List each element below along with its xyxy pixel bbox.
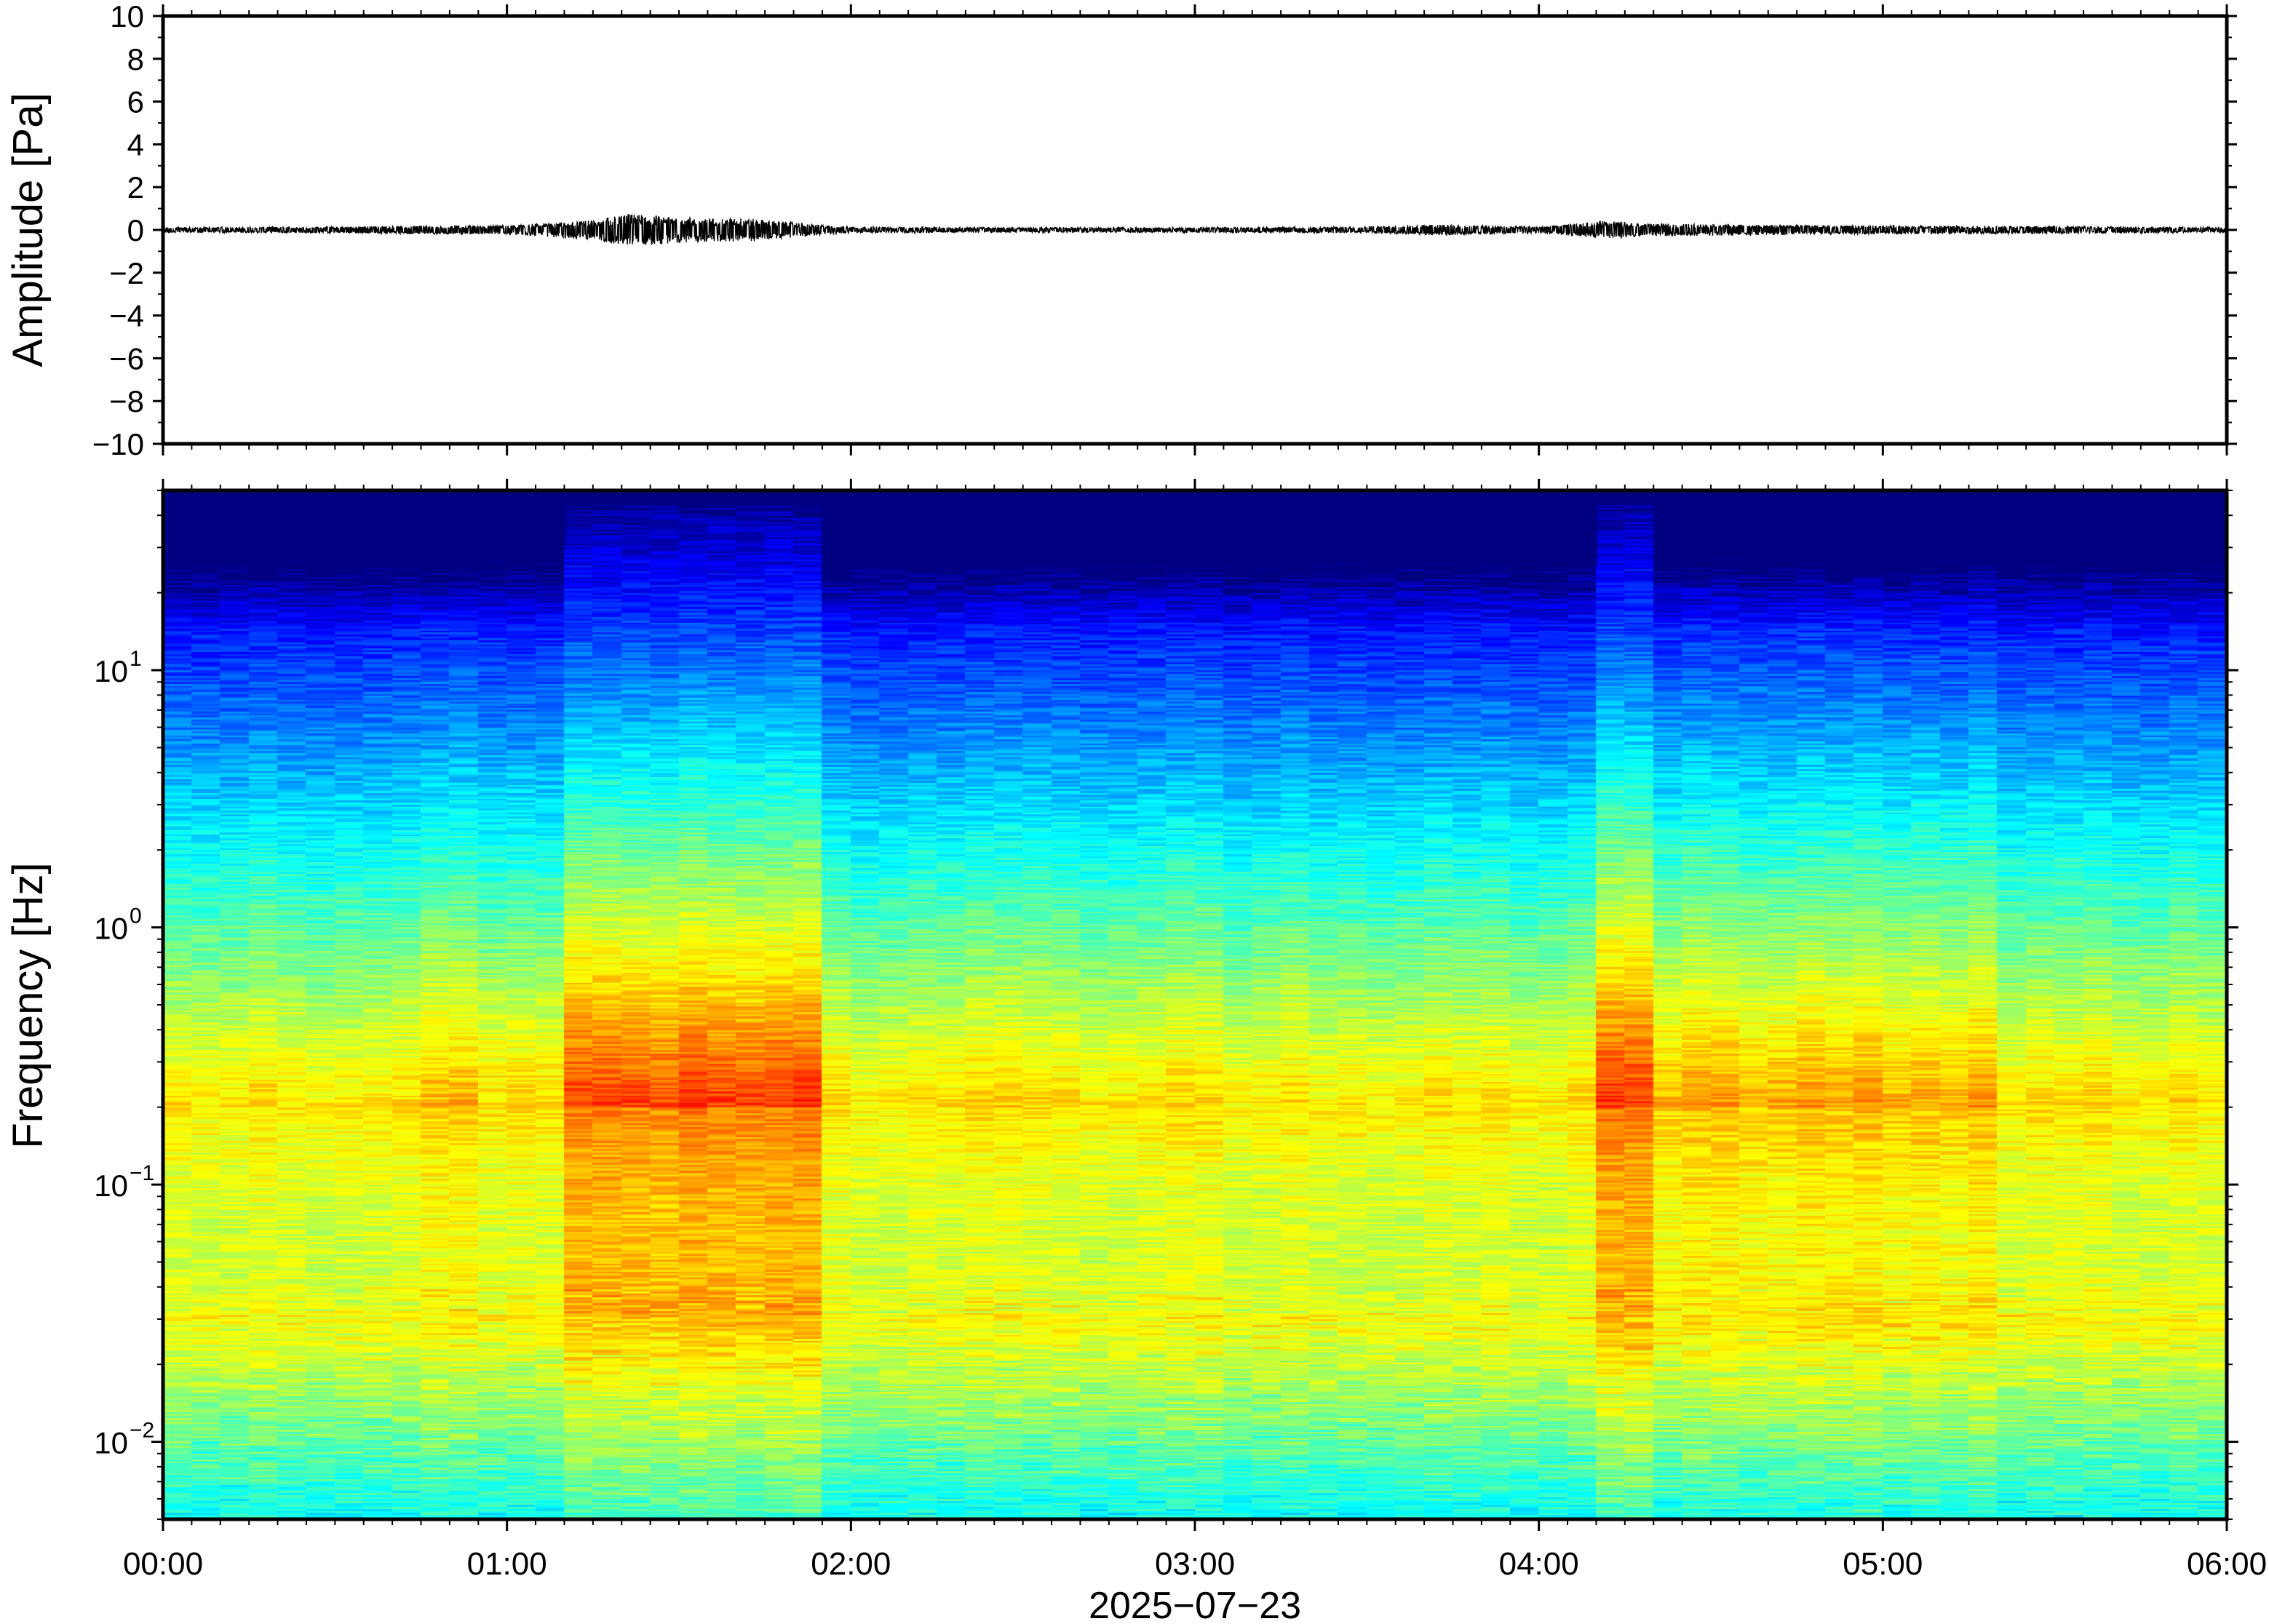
waveform-y-axis-label: Amplitude [Pa] — [4, 92, 52, 367]
waveform-series — [163, 214, 2227, 246]
spectrogram-y-axis-label: Frequency [Hz] — [4, 862, 52, 1148]
waveform-y-tick-label: 0 — [127, 213, 144, 247]
spectrogram-x-tick-label: 03:00 — [1155, 1546, 1235, 1582]
spectrogram-x-tick-label: 01:00 — [467, 1546, 547, 1582]
spectrogram-y-tick-exponent: 1 — [130, 647, 142, 671]
spectrogram-image — [163, 490, 2227, 1519]
waveform-frame — [161, 14, 2229, 446]
waveform-y-tick-label: 8 — [127, 42, 144, 76]
waveform-y-tick-label: 4 — [127, 127, 144, 162]
spectrogram-x-tick-label: 04:00 — [1499, 1546, 1579, 1582]
waveform-panel: 10 8 6 4 2 0 −2 −4 −6 −8 −10 Amplitude [Pa] — [4, 0, 2237, 461]
spectrogram-frame — [161, 488, 2229, 1521]
spectrogram-x-tick-label: 00:00 — [123, 1546, 203, 1582]
spectrogram-y-tick-label: 10 — [94, 1426, 128, 1460]
waveform-y-tick-label: −10 — [92, 427, 144, 461]
waveform-trace — [163, 214, 2227, 246]
waveform-y-tick-label: 2 — [127, 170, 144, 204]
spectrogram-heatmap — [163, 490, 2227, 1519]
spectrogram-y-tick-exponent: 0 — [130, 904, 142, 928]
spectrogram-x-tick-label: 05:00 — [1843, 1546, 1923, 1582]
waveform-y-tick-label: −4 — [109, 299, 144, 333]
spectrogram-x-axis-label: 2025−07−23 — [1089, 1585, 1301, 1624]
spectrogram-y-tick-label: 10 — [94, 1169, 128, 1203]
spectrogram-y-tick-label: 10 — [94, 912, 128, 946]
spectrogram-y-tick-exponent: −1 — [130, 1161, 154, 1185]
spectrogram-x-tick-label: 06:00 — [2187, 1546, 2267, 1582]
spectrogram-y-tick-label: 10 — [94, 654, 128, 688]
spectrogram-x-tick-label: 02:00 — [811, 1546, 891, 1582]
waveform-y-axis: 10 8 6 4 2 0 −2 −4 −6 −8 −10 — [92, 0, 2237, 461]
waveform-y-tick-label: −8 — [109, 384, 144, 418]
waveform-y-tick-label: 10 — [110, 0, 144, 33]
waveform-y-tick-label: 6 — [127, 85, 144, 119]
waveform-y-tick-label: −2 — [109, 256, 144, 290]
spectrogram-y-tick-exponent: −2 — [130, 1419, 154, 1443]
waveform-y-tick-label: −6 — [109, 341, 144, 375]
